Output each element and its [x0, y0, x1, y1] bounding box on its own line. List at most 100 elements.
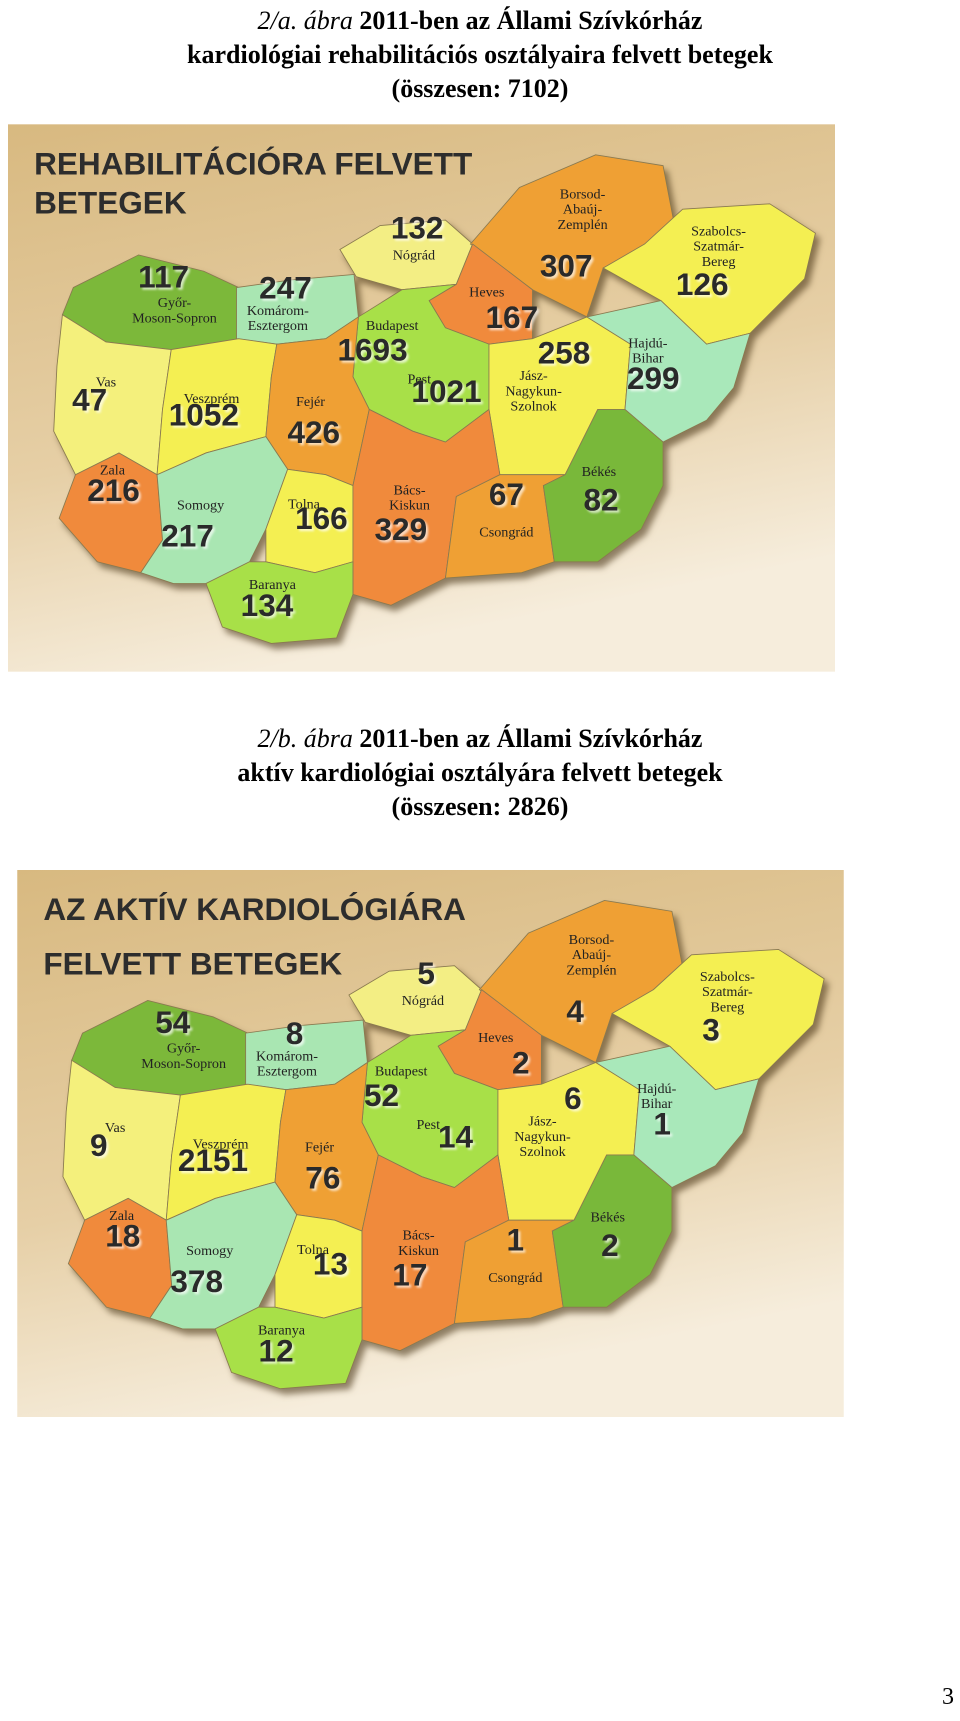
- county-value: 9: [90, 1127, 108, 1163]
- county-value: 1: [507, 1222, 525, 1258]
- caption: 2/b. ábra 2011-ben az Állami Szívkórház a…: [0, 722, 960, 824]
- caption: 2/a. ábra 2011-ben az Állami Szívkórház k…: [0, 4, 960, 106]
- county-name: Nógrád: [393, 247, 435, 263]
- county-name: Győr-: [158, 295, 192, 311]
- county-name: Veszprém: [184, 391, 240, 407]
- caption-text: kardiológiai rehabilitációs osztályaira …: [187, 40, 773, 69]
- county-value: 47: [72, 382, 107, 418]
- county-value: 1: [653, 1105, 671, 1141]
- county-name: Veszprém: [193, 1136, 249, 1152]
- county-value: 167: [485, 299, 538, 335]
- county-name: Esztergom: [257, 1064, 317, 1080]
- county-value: 2: [601, 1227, 619, 1263]
- county-value: 4: [566, 993, 584, 1029]
- county: [594, 1045, 760, 1189]
- county-name: Abaúj-: [563, 202, 603, 218]
- page-number: 3: [942, 1684, 954, 1710]
- county: [585, 300, 751, 443]
- county-name: Szolnok: [510, 399, 557, 415]
- county-value: 166: [295, 500, 348, 536]
- county-value: 329: [375, 511, 428, 547]
- county-name: Szabolcs-: [700, 969, 755, 985]
- caption-line: (összesen: 7102): [0, 72, 960, 106]
- county-name: Hajdú-: [628, 335, 668, 351]
- county-name: Csongrád: [479, 525, 533, 541]
- caption-line: kardiológiai rehabilitációs osztályaira …: [0, 38, 960, 72]
- county-name: Békés: [582, 464, 617, 480]
- county-name: Szabolcs-: [691, 223, 746, 239]
- county-name: Heves: [478, 1030, 513, 1046]
- county: [602, 203, 816, 345]
- county-value: 76: [305, 1160, 340, 1196]
- county-name: Moson-Sopron: [141, 1056, 226, 1072]
- county-name: Nógrád: [402, 993, 444, 1009]
- county-name: Szolnok: [519, 1144, 566, 1160]
- county-name: Somogy: [177, 498, 224, 514]
- county: [214, 1306, 363, 1390]
- county-name: Komárom-: [256, 1048, 318, 1064]
- county-name: Borsod-: [560, 186, 606, 202]
- county-name: Tolna: [297, 1242, 330, 1258]
- county-name: Komárom-: [247, 303, 309, 319]
- county-value: 217: [161, 518, 214, 554]
- county-name: Zemplén: [557, 217, 607, 233]
- county-value: 378: [170, 1263, 223, 1299]
- map: AZ AKTÍV KARDIOLÓGIÁRA FELVETT BETEGEK Győ…: [17, 870, 844, 1417]
- figure-label: 2/a. ábra: [257, 6, 353, 35]
- county-value: 14: [438, 1118, 474, 1154]
- caption-line: 2/a. ábra 2011-ben az Állami Szívkórház: [0, 4, 960, 38]
- county-value: 13: [313, 1246, 348, 1282]
- caption-line: 2/b. ábra 2011-ben az Állami Szívkórház: [0, 722, 960, 756]
- map-title: FELVETT BETEGEK: [43, 945, 342, 981]
- county-value: 134: [241, 587, 294, 623]
- county-name: Zemplén: [566, 962, 616, 978]
- county-value: 117: [138, 259, 189, 295]
- county-name: Szatmár-: [693, 239, 744, 255]
- county-name: Győr-: [167, 1041, 201, 1057]
- caption-line: aktív kardiológiai osztályára felvett be…: [0, 756, 960, 790]
- county-name: Baranya: [249, 577, 297, 593]
- county-value: 18: [105, 1217, 140, 1253]
- caption-text: (összesen: 7102): [391, 74, 569, 103]
- country: [62, 899, 825, 1390]
- county-value: 247: [259, 269, 312, 305]
- county-name: Borsod-: [569, 932, 615, 948]
- map-title: BETEGEK: [34, 185, 187, 221]
- county-name: Tolna: [288, 496, 321, 512]
- county-name: Budapest: [375, 1064, 428, 1080]
- county-value: 8: [286, 1015, 304, 1051]
- county-value: 54: [155, 1004, 191, 1040]
- county-name: Bács-: [393, 482, 425, 498]
- county-value: 216: [87, 472, 140, 508]
- county-value: 1021: [411, 373, 481, 409]
- county-name: Bács-: [402, 1228, 434, 1244]
- county: [205, 561, 354, 644]
- map-title: REHABILITÁCIÓRA FELVETT: [34, 145, 472, 181]
- county-name: Moson-Sopron: [132, 310, 217, 326]
- county-value: 82: [583, 482, 618, 518]
- county-name: Vas: [96, 375, 116, 391]
- county-name: Abaúj-: [572, 947, 612, 963]
- county-name: Heves: [469, 284, 504, 300]
- caption-line: (összesen: 2826): [0, 790, 960, 824]
- county-value: 52: [364, 1077, 399, 1113]
- county-value: 3: [702, 1012, 720, 1048]
- county-name: Nagykun-: [514, 1129, 571, 1145]
- county-value: 2151: [178, 1142, 248, 1178]
- county-value: 426: [287, 414, 340, 450]
- county-name: Zala: [109, 1208, 135, 1224]
- county-value: 126: [676, 266, 729, 302]
- county: [542, 408, 664, 563]
- county-name: Hajdú-: [637, 1081, 677, 1097]
- county-name: Jász-: [528, 1114, 557, 1130]
- county-name: Kiskun: [398, 1243, 439, 1259]
- county-name: Bereg: [711, 999, 745, 1015]
- county-value: 6: [564, 1080, 582, 1116]
- county-value: 258: [538, 335, 591, 371]
- county-value: 1693: [337, 331, 407, 367]
- county-value: 132: [391, 210, 444, 246]
- map: REHABILITÁCIÓRA FELVETT BETEGEK Győr-Moson…: [8, 124, 835, 672]
- county-name: Pest: [408, 371, 432, 387]
- county-name: Bihar: [641, 1096, 673, 1112]
- county-name: Jász-: [519, 368, 548, 384]
